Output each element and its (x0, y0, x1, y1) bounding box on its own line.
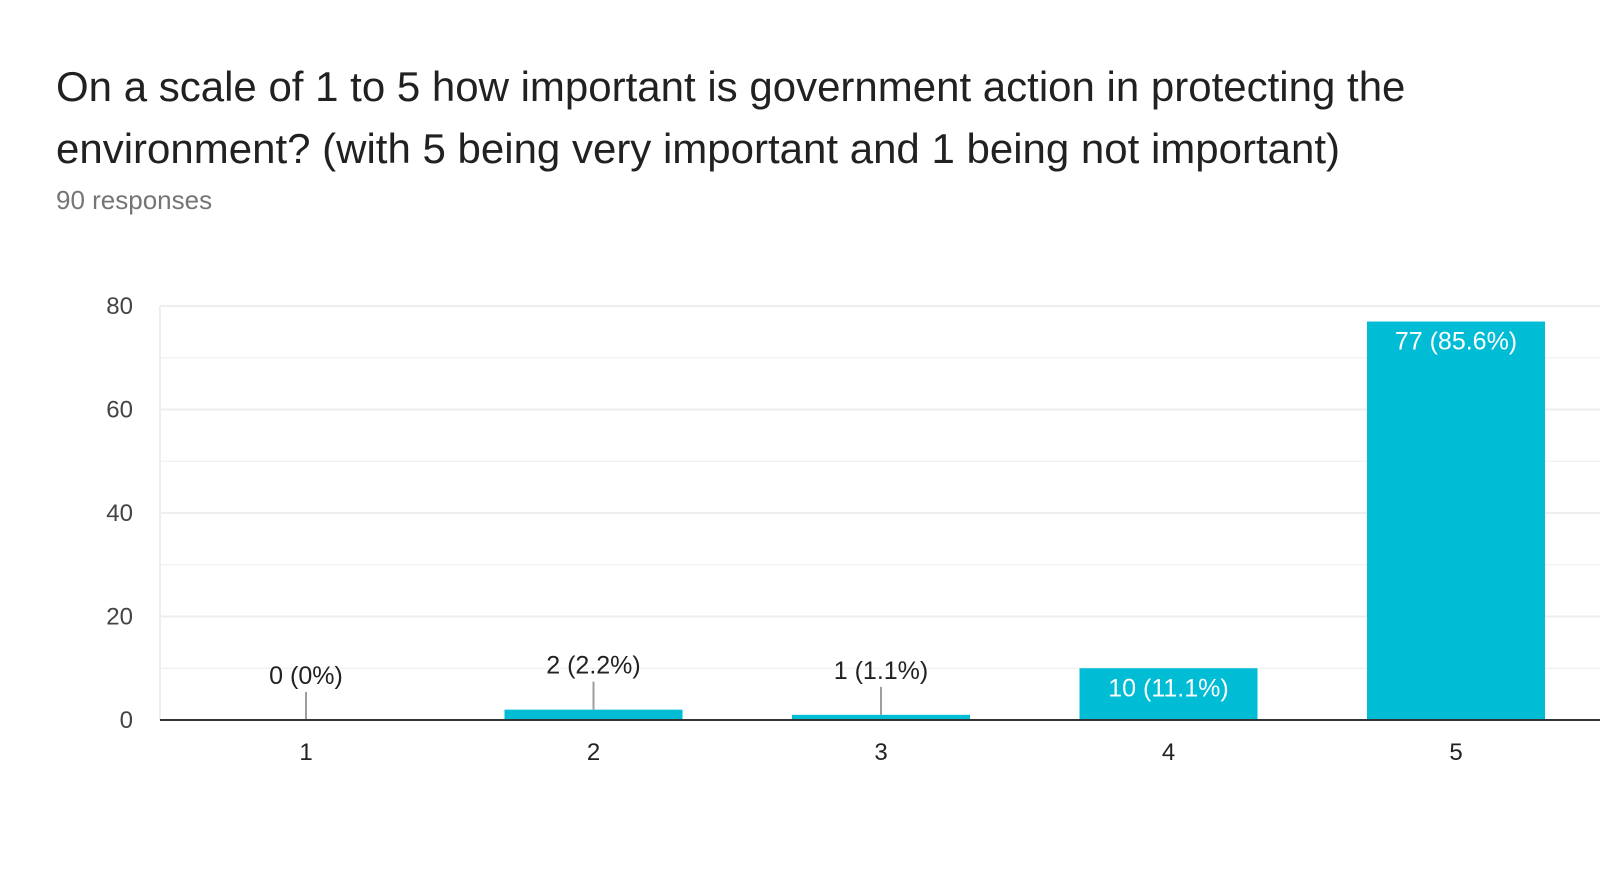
x-tick-label: 3 (874, 739, 887, 766)
y-tick-label: 40 (106, 500, 133, 527)
response-count: 90 responses (56, 185, 213, 215)
y-tick-label: 80 (106, 293, 133, 320)
label-leaders (305, 681, 882, 720)
y-tick-label: 20 (106, 604, 133, 631)
data-label: 77 (85.6%) (1395, 328, 1517, 356)
chart-title: On a scale of 1 to 5 how important is go… (56, 63, 1406, 172)
bar-2 (504, 709, 683, 720)
grid (159, 305, 1600, 720)
bars (504, 321, 1545, 720)
data-label: 0 (0%) (269, 662, 343, 690)
bar-5 (1367, 321, 1545, 720)
x-axis-ticks: 1 2 3 4 5 (299, 739, 1462, 766)
x-tick-label: 1 (299, 739, 312, 766)
y-tick-label: 0 (120, 707, 133, 734)
data-labels: 0 (0%) 2 (2.2%) 1 (1.1%) 10 (11.1%) 77 (85.6… (269, 328, 1517, 703)
data-label: 1 (1.1%) (834, 657, 928, 685)
bar-4 (1079, 668, 1258, 720)
x-tick-label: 2 (587, 739, 600, 766)
x-tick-label: 4 (1162, 739, 1175, 766)
x-tick-label: 5 (1449, 739, 1462, 766)
bar-3 (792, 714, 970, 720)
y-axis-ticks: 0 20 40 60 80 (106, 293, 133, 734)
data-label: 2 (2.2%) (546, 652, 640, 680)
data-label: 10 (11.1%) (1108, 674, 1228, 702)
y-tick-label: 60 (106, 397, 133, 424)
